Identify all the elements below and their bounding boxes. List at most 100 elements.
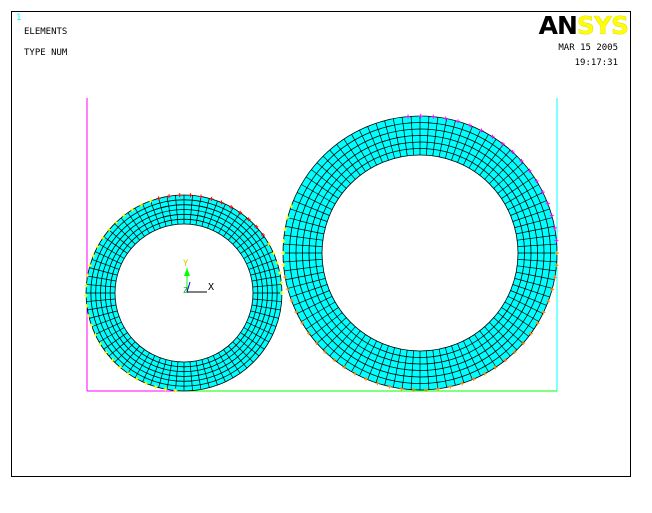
small-ring-radial-line [252, 284, 282, 288]
small-ring-radial-line [201, 359, 210, 388]
large-ring-radial-line [316, 317, 347, 344]
small-ring-radial-line [189, 361, 193, 391]
small-ring-radial-line [207, 357, 218, 386]
small-ring-radial-line [127, 349, 145, 374]
small-ring-radial-line [103, 236, 128, 254]
small-ring-radial-line [127, 212, 145, 237]
large-ring-radial-line [401, 350, 408, 389]
small-ring-radial-line [142, 355, 156, 382]
small-ring-radial-line [240, 236, 265, 254]
small-ring-radial-line [218, 352, 234, 379]
small-ring-radial-line [251, 275, 281, 282]
large-ring-radial-line [510, 200, 547, 216]
large-ring-ring-line [321, 154, 519, 352]
large-ring-radial-line [451, 345, 465, 383]
large-ring-radial-line [329, 149, 356, 180]
large-ring-radial-line [507, 296, 544, 314]
small-ring-radial-line [91, 316, 120, 327]
small-ring-radial-line [252, 298, 282, 302]
small-ring-radial-line [134, 352, 150, 379]
small-ring-radial-line [103, 332, 128, 350]
large-ring-radial-line [316, 162, 347, 189]
large-ring-radial-line [305, 307, 339, 330]
large-ring-radial-line [329, 326, 356, 357]
small-ring-radial-line [114, 223, 136, 245]
large-ring-radial-line [290, 284, 328, 298]
large-ring-radial-line [287, 217, 326, 228]
large-ring-radial-line [392, 118, 402, 157]
date-stamp: MAR 15 2005 [558, 43, 618, 53]
large-ring-radial-line [384, 120, 395, 159]
large-ring-radial-line [479, 144, 504, 176]
large-ring-radial-line [504, 301, 539, 322]
small-ring-radial-line [228, 345, 248, 369]
small-ring-radial-line [195, 360, 202, 390]
small-ring-radial-line [150, 357, 161, 386]
large-ring-radial-line [489, 322, 518, 351]
large-ring-radial-line [516, 225, 555, 235]
small-ring-radial-line [223, 349, 241, 374]
triad-y-arrow [184, 268, 190, 276]
small-ring-radial-line [243, 327, 270, 343]
small-ring-radial-line [236, 229, 260, 249]
large-ring-radial-line [497, 169, 529, 194]
large-ring-radial-line [296, 192, 333, 210]
small-ring-radial-line [114, 341, 136, 363]
large-ring-radial-line [367, 343, 383, 380]
large-ring-radial-line [484, 149, 511, 180]
large-ring-radial-line [432, 117, 439, 156]
large-ring-radial-line [359, 340, 377, 377]
large-ring-radial-line [484, 326, 511, 357]
small-ring-radial-line [166, 360, 173, 390]
small-ring-radial-line [158, 359, 167, 388]
small-ring-radial-line [87, 275, 117, 282]
large-ring-radial-line [501, 176, 535, 199]
large-ring-radial-line [343, 138, 366, 172]
large-ring-radial-line [284, 265, 323, 272]
large-ring-radial-line [351, 337, 372, 372]
small-ring-radial-line [212, 204, 226, 231]
large-ring-radial-line [375, 345, 389, 383]
small-ring-radial-line [142, 204, 156, 231]
small-ring-radial-line [232, 341, 254, 363]
small-ring-radial-line [134, 207, 150, 234]
plot-title: ELEMENTS [24, 27, 68, 37]
plot-subtitle: TYPE NUM [24, 48, 68, 58]
small-ring-radial-line [250, 267, 279, 276]
large-ring-radial-line [426, 116, 430, 156]
large-ring-mesh [282, 115, 558, 391]
large-ring-radial-line [293, 200, 330, 216]
small-ring-radial-line [91, 259, 120, 270]
small-ring-radial-line [248, 316, 277, 327]
large-ring-radial-line [504, 184, 539, 205]
large-ring-radial-line [301, 184, 336, 205]
large-ring-radial-line [517, 259, 557, 263]
large-ring-radial-line [474, 334, 497, 368]
large-ring-radial-line [283, 259, 323, 263]
small-ring-radial-line [175, 361, 179, 391]
large-ring-radial-line [474, 138, 497, 172]
large-ring-radial-line [457, 126, 473, 163]
large-ring-radial-line [512, 284, 550, 298]
large-ring-radial-line [497, 312, 529, 337]
small-ring-radial-line [108, 337, 132, 357]
large-ring-radial-line [514, 217, 553, 228]
small-ring-radial-line [175, 195, 179, 225]
small-ring-mesh [85, 194, 283, 392]
large-ring-radial-line [311, 169, 343, 194]
large-ring-radial-line [384, 347, 395, 386]
large-ring-radial-line [322, 155, 351, 184]
small-ring-radial-line [87, 304, 117, 311]
time-stamp: 19:17:31 [574, 58, 618, 68]
small-ring-radial-line [95, 321, 122, 335]
large-ring-radial-line [359, 129, 377, 166]
triad-y-label: Y [183, 259, 189, 269]
large-ring-radial-line [445, 120, 456, 159]
large-ring-radial-line [507, 192, 544, 210]
small-ring-radial-line [212, 355, 226, 382]
large-ring-radial-line [438, 118, 448, 157]
large-ring-radial-line [301, 301, 336, 322]
large-ring-radial-line [451, 123, 465, 161]
small-ring-radial-line [89, 310, 118, 319]
